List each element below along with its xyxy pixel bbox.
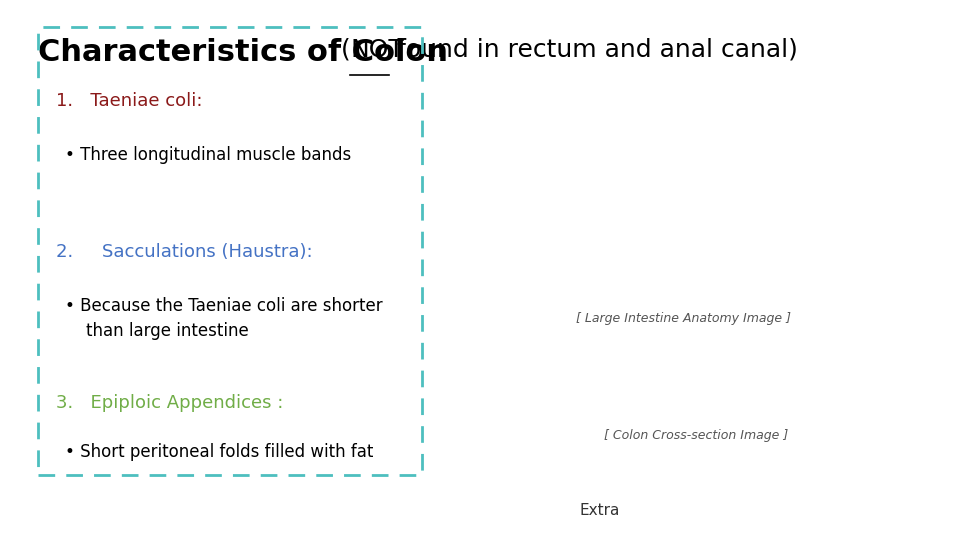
Text: 2.     Sacculations (Haustra):: 2. Sacculations (Haustra): bbox=[56, 243, 312, 261]
Text: • Because the Taeniae coli are shorter
    than large intestine: • Because the Taeniae coli are shorter t… bbox=[65, 297, 383, 340]
Text: 1.   Taeniae coli:: 1. Taeniae coli: bbox=[56, 92, 203, 110]
Text: NOT: NOT bbox=[350, 38, 404, 62]
Text: [ Large Intestine Anatomy Image ]: [ Large Intestine Anatomy Image ] bbox=[577, 312, 791, 325]
Text: • Three longitudinal muscle bands: • Three longitudinal muscle bands bbox=[65, 146, 351, 164]
Text: 3.   Epiploic Appendices :: 3. Epiploic Appendices : bbox=[56, 394, 283, 412]
Text: • Short peritoneal folds filled with fat: • Short peritoneal folds filled with fat bbox=[65, 443, 373, 461]
Text: Extra: Extra bbox=[580, 503, 620, 518]
Text: [ Colon Cross-section Image ]: [ Colon Cross-section Image ] bbox=[604, 429, 788, 442]
Text: found in rectum and anal canal): found in rectum and anal canal) bbox=[389, 38, 798, 62]
Text: Characteristics of Colon: Characteristics of Colon bbox=[38, 38, 448, 67]
Text: (: ( bbox=[333, 38, 350, 62]
